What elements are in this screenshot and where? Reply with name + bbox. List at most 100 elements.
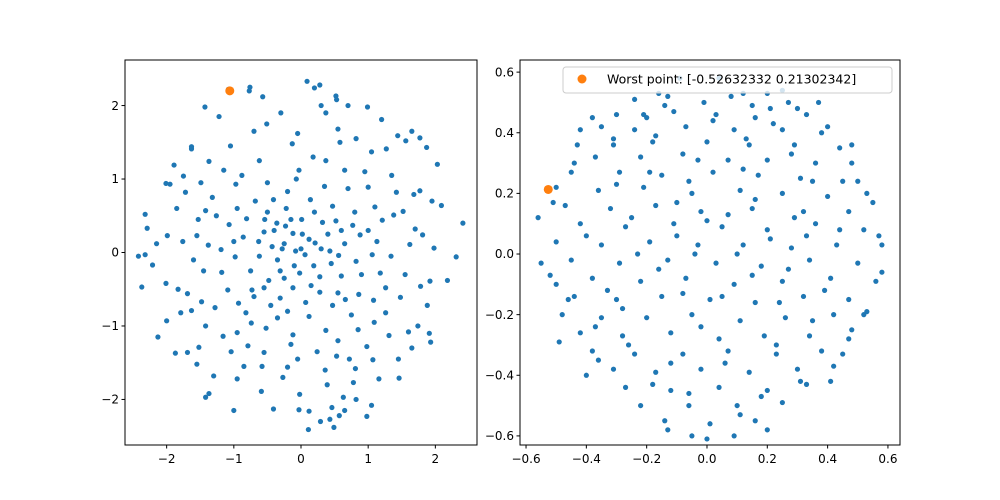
- left-data-point: [342, 167, 348, 173]
- left-data-point: [429, 198, 435, 204]
- left-data-point: [295, 130, 301, 137]
- right-data-point: [806, 257, 813, 263]
- left-data-point: [182, 189, 189, 195]
- left-data-point: [153, 241, 160, 247]
- left-data-point: [356, 291, 362, 297]
- right-data-point: [668, 330, 674, 336]
- right-data-point: [589, 115, 595, 121]
- left-data-point: [180, 173, 187, 179]
- left-data-point: [323, 110, 329, 116]
- left-data-point: [379, 217, 385, 223]
- right-data-point: [879, 242, 885, 248]
- right-data-point: [767, 236, 773, 242]
- right-data-point: [616, 260, 623, 266]
- right-y-tick-label: −0.4: [485, 368, 514, 382]
- left-data-point: [234, 205, 240, 212]
- right-data-point: [809, 178, 816, 184]
- right-data-point: [740, 242, 746, 248]
- right-data-point: [840, 351, 846, 357]
- left-data-point: [245, 343, 251, 349]
- left-x-tick-label: 0: [297, 452, 305, 466]
- right-data-point: [592, 324, 599, 330]
- left-data-point: [368, 402, 375, 408]
- left-data-point: [311, 85, 318, 91]
- right-data-point: [722, 360, 728, 366]
- left-plot-frame: [124, 59, 478, 446]
- left-data-point: [304, 78, 310, 84]
- left-data-point: [325, 231, 331, 237]
- left-data-point: [340, 394, 346, 400]
- left-data-point: [365, 184, 371, 190]
- left-data-point: [438, 202, 444, 209]
- right-data-point: [671, 108, 677, 115]
- right-data-point: [716, 336, 722, 342]
- right-data-point: [598, 315, 605, 321]
- left-data-point: [256, 158, 262, 164]
- right-data-point: [755, 172, 761, 178]
- left-data-point: [194, 233, 200, 239]
- left-data-point: [308, 282, 314, 289]
- left-data-point: [355, 327, 361, 333]
- left-data-point: [409, 128, 415, 134]
- left-data-point: [424, 302, 430, 308]
- left-data-point: [431, 245, 437, 251]
- left-data-point: [167, 181, 173, 187]
- left-data-point: [305, 426, 311, 433]
- right-data-point: [822, 287, 828, 293]
- right-data-point: [825, 124, 831, 130]
- left-data-point: [334, 353, 340, 359]
- right-data-point: [680, 290, 686, 297]
- left-data-point: [259, 363, 265, 369]
- left-data-point: [297, 391, 303, 397]
- left-data-point: [261, 349, 267, 356]
- left-data-point: [377, 270, 383, 276]
- right-data-point: [812, 221, 819, 227]
- left-data-point: [331, 424, 337, 430]
- left-data-point: [369, 252, 375, 258]
- right-data-point: [571, 293, 577, 300]
- left-data-point: [142, 211, 148, 217]
- left-data-point: [227, 143, 234, 149]
- left-data-point: [302, 252, 308, 258]
- left-data-point: [220, 333, 226, 339]
- left-data-point: [235, 300, 242, 306]
- right-data-point: [855, 178, 861, 184]
- right-data-point: [628, 215, 635, 221]
- left-y-tick-label: 0: [111, 246, 119, 260]
- left-data-point: [195, 216, 201, 223]
- left-data-point: [144, 225, 150, 231]
- left-data-point: [358, 271, 365, 278]
- right-data-point: [864, 190, 870, 196]
- left-data-point: [184, 349, 191, 356]
- left-data-point: [205, 242, 211, 248]
- right-data-point: [710, 169, 716, 175]
- right-data-point: [719, 224, 725, 230]
- left-data-point: [218, 246, 224, 253]
- right-data-point: [837, 227, 843, 233]
- left-data-point: [386, 332, 392, 339]
- left-data-point: [370, 297, 377, 303]
- right-data-point: [598, 242, 605, 248]
- right-plot-frame: [519, 59, 901, 446]
- right-data-point: [616, 169, 623, 175]
- left-data-point: [175, 286, 181, 292]
- right-data-point: [779, 399, 785, 406]
- left-data-point: [278, 110, 284, 116]
- right-data-point: [731, 281, 737, 287]
- left-data-point: [352, 365, 359, 372]
- right-data-point: [610, 142, 617, 148]
- left-data-point: [206, 158, 212, 164]
- left-data-point: [198, 299, 205, 305]
- left-data-point: [264, 209, 271, 215]
- left-data-point: [364, 104, 371, 110]
- right-data-point: [749, 102, 755, 109]
- right-data-point: [734, 251, 740, 257]
- right-data-point: [668, 360, 674, 366]
- right-data-point: [686, 178, 692, 184]
- right-data-point: [825, 193, 831, 200]
- right-data-point: [695, 157, 701, 163]
- right-data-point: [683, 124, 689, 130]
- left-data-point: [139, 284, 145, 290]
- left-data-point: [417, 283, 424, 289]
- left-data-point: [252, 198, 258, 204]
